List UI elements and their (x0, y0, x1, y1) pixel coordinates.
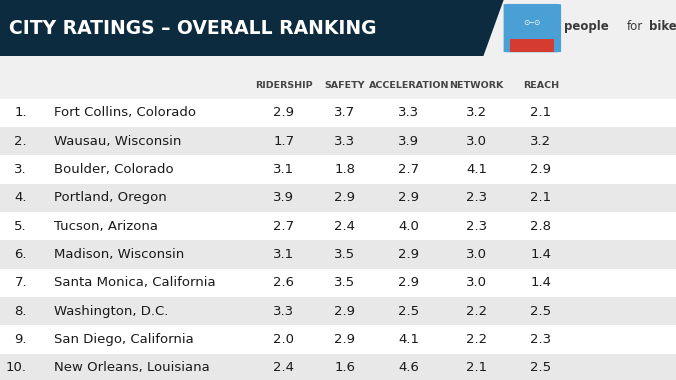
Bar (0, 297, 676, 325)
Text: 1.7: 1.7 (273, 135, 295, 148)
Text: New Orleans, Louisiana: New Orleans, Louisiana (54, 361, 210, 374)
Text: 10.: 10. (6, 361, 27, 374)
Bar (0, 184, 676, 212)
Text: Washington, D.C.: Washington, D.C. (54, 305, 168, 318)
Text: 3.0: 3.0 (466, 276, 487, 290)
Text: Boulder, Colorado: Boulder, Colorado (54, 163, 174, 176)
Text: Madison, Wisconsin: Madison, Wisconsin (54, 248, 185, 261)
Text: Wausau, Wisconsin: Wausau, Wisconsin (54, 135, 181, 148)
Text: 1.4: 1.4 (530, 276, 552, 290)
Text: 3.0: 3.0 (466, 135, 487, 148)
Text: 3.5: 3.5 (334, 276, 356, 290)
Bar (0, 155, 676, 184)
Text: 4.1: 4.1 (398, 333, 420, 346)
Polygon shape (0, 0, 504, 56)
Text: 2.9: 2.9 (334, 333, 356, 346)
Bar (0, 354, 676, 380)
Text: 1.8: 1.8 (334, 163, 356, 176)
Text: 5.: 5. (14, 220, 27, 233)
Text: NETWORK: NETWORK (450, 81, 504, 90)
Text: 7.: 7. (14, 276, 27, 290)
Text: 2.7: 2.7 (273, 220, 295, 233)
Text: San Diego, California: San Diego, California (54, 333, 194, 346)
Text: Portland, Oregon: Portland, Oregon (54, 192, 167, 204)
Text: REACH: REACH (523, 81, 559, 90)
Text: SAFETY: SAFETY (324, 81, 365, 90)
Text: 4.1: 4.1 (466, 163, 487, 176)
Text: 4.6: 4.6 (399, 361, 419, 374)
Text: 2.9: 2.9 (398, 192, 420, 204)
Text: 4.0: 4.0 (399, 220, 419, 233)
Text: 9.: 9. (15, 333, 27, 346)
Text: 2.9: 2.9 (398, 276, 420, 290)
Text: CITY RATINGS – OVERALL RANKING: CITY RATINGS – OVERALL RANKING (9, 19, 377, 38)
Text: 2.9: 2.9 (530, 163, 552, 176)
Text: 2.9: 2.9 (334, 192, 356, 204)
Text: 2.1: 2.1 (530, 106, 552, 119)
Text: 2.9: 2.9 (273, 106, 295, 119)
FancyBboxPatch shape (504, 4, 561, 52)
Text: 2.1: 2.1 (530, 192, 552, 204)
Text: 1.: 1. (14, 106, 27, 119)
Text: ACCELERATION: ACCELERATION (368, 81, 450, 90)
Text: 3.1: 3.1 (273, 163, 295, 176)
Bar (0, 241, 676, 269)
Text: 8.: 8. (15, 305, 27, 318)
Text: 2.7: 2.7 (398, 163, 420, 176)
Text: 2.4: 2.4 (273, 361, 295, 374)
Text: 2.1: 2.1 (466, 361, 487, 374)
Text: 3.9: 3.9 (398, 135, 420, 148)
Text: 3.3: 3.3 (334, 135, 356, 148)
Text: 2.8: 2.8 (530, 220, 552, 233)
Text: 2.6: 2.6 (273, 276, 295, 290)
Text: 2.9: 2.9 (334, 305, 356, 318)
Text: 3.7: 3.7 (334, 106, 356, 119)
Text: 3.3: 3.3 (398, 106, 420, 119)
Text: 2.3: 2.3 (466, 220, 487, 233)
Text: 3.9: 3.9 (273, 192, 295, 204)
Text: 1.4: 1.4 (530, 248, 552, 261)
Text: Fort Collins, Colorado: Fort Collins, Colorado (54, 106, 196, 119)
Text: people: people (564, 21, 609, 33)
Text: 1.6: 1.6 (334, 361, 356, 374)
Bar (0, 325, 676, 354)
Text: 2.9: 2.9 (398, 248, 420, 261)
Text: 4.: 4. (15, 192, 27, 204)
Text: Tucson, Arizona: Tucson, Arizona (54, 220, 158, 233)
Text: 3.3: 3.3 (273, 305, 295, 318)
Text: ⊙─⊙: ⊙─⊙ (524, 18, 541, 27)
Text: 3.5: 3.5 (334, 248, 356, 261)
Text: Santa Monica, California: Santa Monica, California (54, 276, 216, 290)
Bar (0, 212, 676, 241)
Bar (0, 127, 676, 155)
Text: RIDERSHIP: RIDERSHIP (255, 81, 313, 90)
Text: 2.3: 2.3 (530, 333, 552, 346)
Text: 2.5: 2.5 (398, 305, 420, 318)
Text: 3.2: 3.2 (466, 106, 487, 119)
Text: 2.3: 2.3 (466, 192, 487, 204)
Text: 2.2: 2.2 (466, 305, 487, 318)
Text: 2.5: 2.5 (530, 361, 552, 374)
Text: 2.4: 2.4 (334, 220, 356, 233)
Bar (510, 38, 554, 52)
Bar (0, 99, 676, 127)
Text: 2.5: 2.5 (530, 305, 552, 318)
Text: 2.: 2. (14, 135, 27, 148)
Text: 3.: 3. (14, 163, 27, 176)
Text: for: for (627, 21, 643, 33)
Bar (0, 269, 676, 297)
Text: 3.2: 3.2 (530, 135, 552, 148)
Text: 3.0: 3.0 (466, 248, 487, 261)
Text: 2.2: 2.2 (466, 333, 487, 346)
Text: 6.: 6. (15, 248, 27, 261)
Text: bikes: bikes (649, 21, 676, 33)
Text: 3.1: 3.1 (273, 248, 295, 261)
Text: 2.0: 2.0 (273, 333, 295, 346)
